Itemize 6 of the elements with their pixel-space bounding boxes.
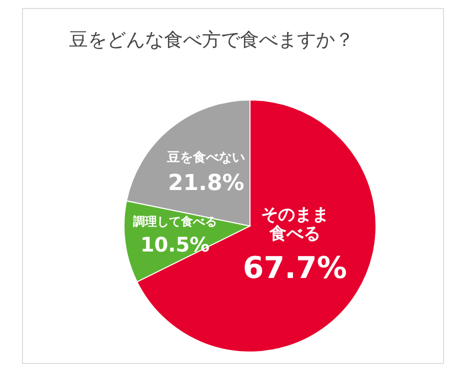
data-label: 10.5%: [140, 232, 210, 257]
slice-label: 豆を食べない: [166, 150, 246, 166]
data-label: 21.8%: [168, 170, 244, 196]
chart-title: 豆をどんな食べ方で食べますか？: [69, 28, 354, 53]
data-label: 67.7%: [242, 250, 347, 286]
slice-label: そのまま食べる: [260, 204, 329, 244]
